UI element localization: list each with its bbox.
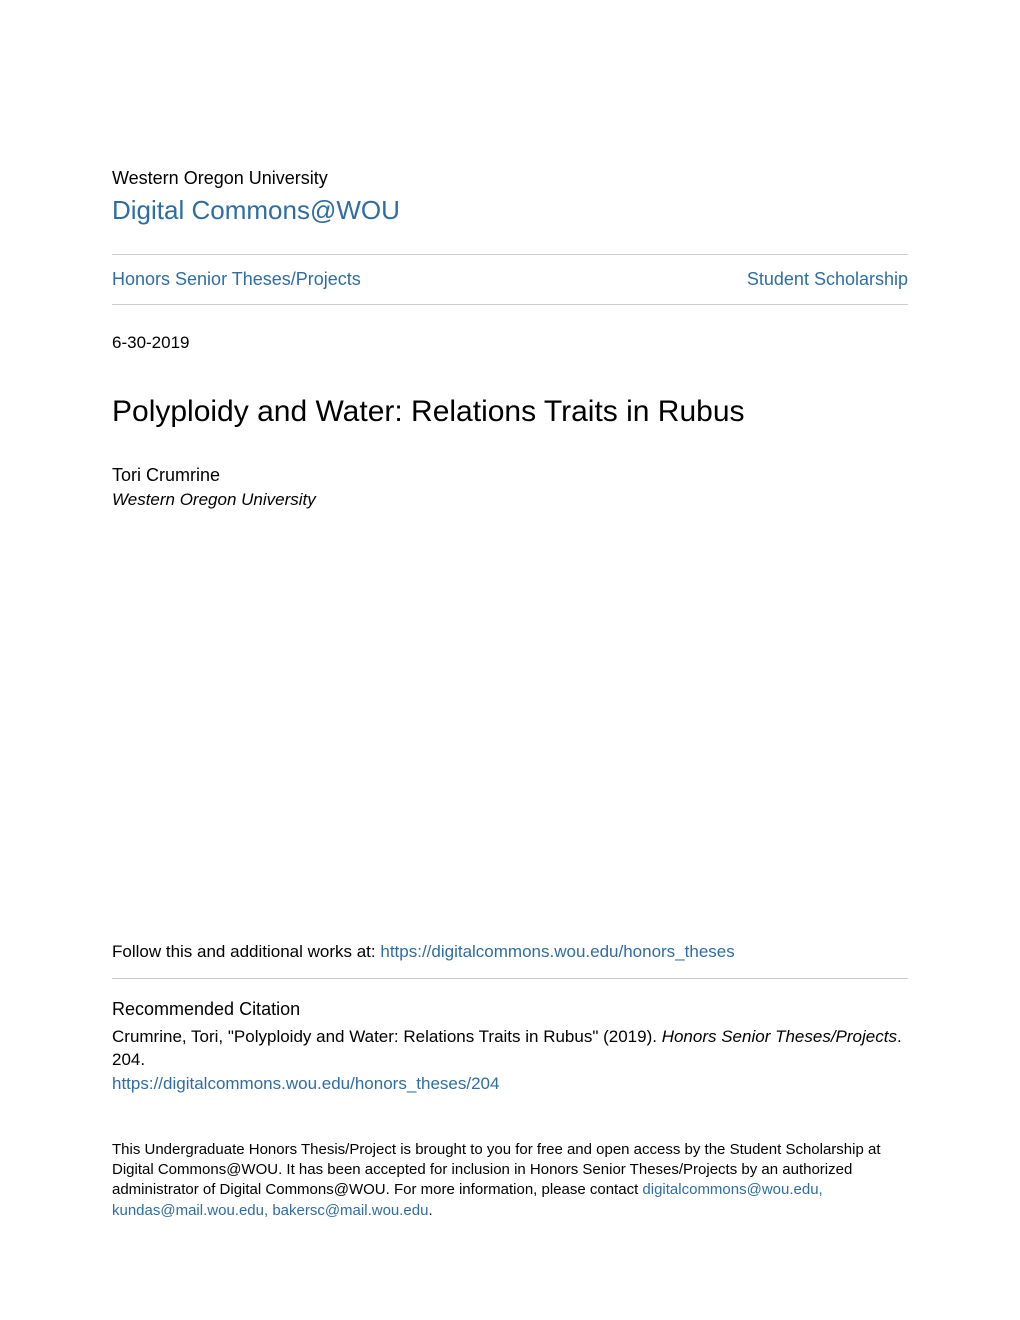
scholarship-link[interactable]: Student Scholarship <box>747 269 908 290</box>
author-affiliation: Western Oregon University <box>112 490 908 510</box>
footer-suffix: . <box>428 1202 432 1219</box>
author-name: Tori Crumrine <box>112 465 908 486</box>
citation-prefix: Crumrine, Tori, "Polyploidy and Water: R… <box>112 1027 662 1046</box>
citation-series: Honors Senior Theses/Projects <box>662 1027 897 1046</box>
citation-heading: Recommended Citation <box>112 999 908 1020</box>
follow-section: Follow this and additional works at: htt… <box>112 942 908 962</box>
footer-text: This Undergraduate Honors Thesis/Project… <box>112 1140 908 1221</box>
citation-url-link[interactable]: https://digitalcommons.wou.edu/honors_th… <box>112 1074 908 1094</box>
institution-name: Western Oregon University <box>112 168 908 189</box>
collection-link[interactable]: Honors Senior Theses/Projects <box>112 269 361 290</box>
divider-bottom <box>112 304 908 305</box>
follow-url-link[interactable]: https://digitalcommons.wou.edu/honors_th… <box>380 942 734 961</box>
divider-citation <box>112 978 908 979</box>
publication-date: 6-30-2019 <box>112 333 908 353</box>
nav-row: Honors Senior Theses/Projects Student Sc… <box>112 255 908 304</box>
follow-prefix: Follow this and additional works at: <box>112 942 380 961</box>
document-title: Polyploidy and Water: Relations Traits i… <box>112 395 908 429</box>
repository-link[interactable]: Digital Commons@WOU <box>112 195 908 226</box>
citation-text: Crumrine, Tori, "Polyploidy and Water: R… <box>112 1026 908 1072</box>
